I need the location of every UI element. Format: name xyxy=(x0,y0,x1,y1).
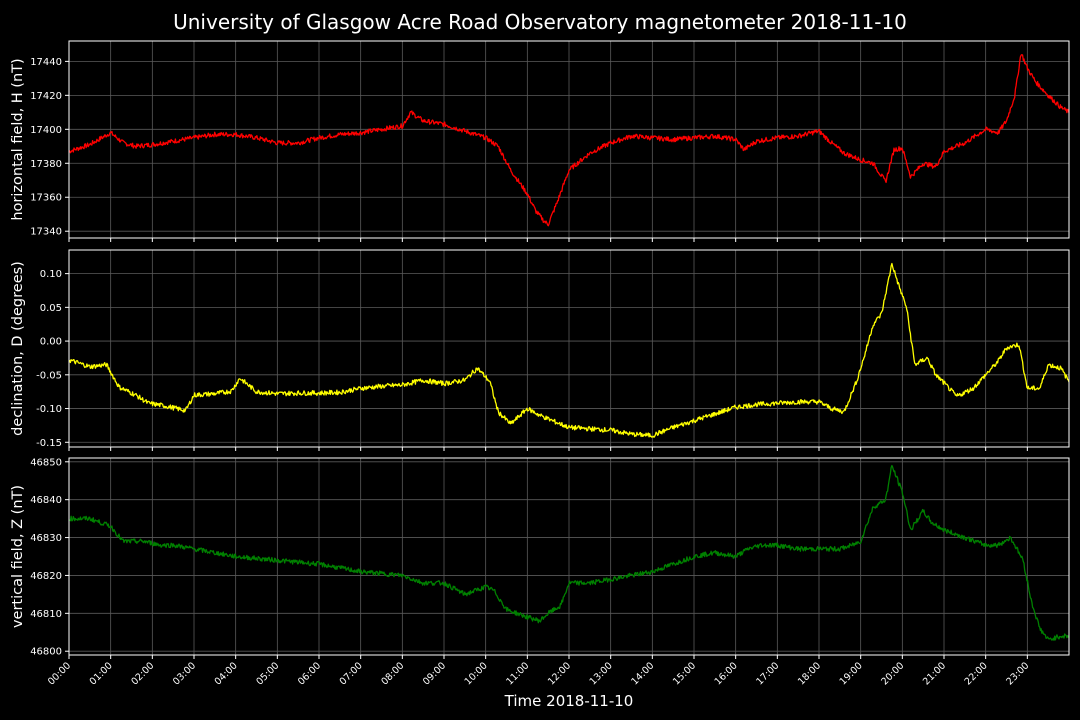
y-tick-label: 46820 xyxy=(30,571,62,582)
y-axis-label: horizontal field, H (nT) xyxy=(10,58,26,220)
series-line-1 xyxy=(68,262,1070,438)
y-tick-label: 0.00 xyxy=(40,337,62,348)
y-tick-label: -0.05 xyxy=(36,370,62,381)
y-tick-label: 17420 xyxy=(30,91,62,102)
y-tick-label: 17380 xyxy=(30,159,62,170)
y-tick-label: 0.10 xyxy=(40,269,62,280)
y-tick-label: 46810 xyxy=(30,609,62,620)
y-tick-label: -0.15 xyxy=(36,438,62,449)
y-tick-label: 46800 xyxy=(30,647,62,658)
y-tick-label: -0.10 xyxy=(36,404,62,415)
x-axis-label: Time 2018-11-10 xyxy=(504,692,634,710)
chart-panels: 17340 17360 17380 17400 17420 17440 horizontal… xyxy=(10,40,1070,659)
y-axis-label: vertical field, Z (nT) xyxy=(10,485,26,628)
y-tick-label: 17440 xyxy=(30,57,62,68)
y-tick-label: 46850 xyxy=(30,457,62,468)
series-line-0 xyxy=(68,54,1070,227)
chart-title: University of Glasgow Acre Road Observat… xyxy=(173,10,907,34)
y-tick-label: 17360 xyxy=(30,193,62,204)
panel-1: -0.15 -0.10 -0.05 0.00 0.05 0.10 declination, … xyxy=(10,249,1070,451)
y-tick-label: 17400 xyxy=(30,125,62,136)
y-tick-label: 0.05 xyxy=(40,303,62,314)
series-line-2 xyxy=(68,464,1070,641)
y-tick-label: 17340 xyxy=(30,227,62,238)
plot-frame xyxy=(68,457,1070,656)
plot-frame xyxy=(68,40,1070,239)
plot-frame xyxy=(68,249,1070,448)
panel-0: 17340 17360 17380 17400 17420 17440 horizontal… xyxy=(10,40,1070,242)
y-tick-label: 46830 xyxy=(30,533,62,544)
panel-2: 46800 46810 46820 46830 46840 46850 vertical f… xyxy=(10,457,1070,659)
y-axis-label: declination, D (degrees) xyxy=(10,261,26,436)
y-tick-label: 46840 xyxy=(30,495,62,506)
